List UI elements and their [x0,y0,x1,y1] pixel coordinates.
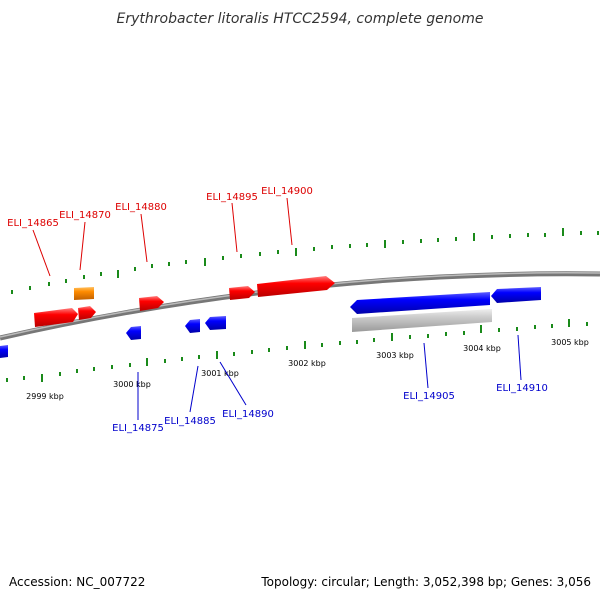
label-eli-14910[interactable]: ELI_14910 [496,383,548,394]
label-eli-14865[interactable]: ELI_14865 [7,218,59,229]
label-eli-14885[interactable]: ELI_14885 [164,416,216,427]
gene-eli-14890[interactable] [205,316,226,330]
label-eli-14875[interactable]: ELI_14875 [112,423,164,434]
gene-eli-14880[interactable] [139,296,164,311]
scale-label-2999: 2999 kbp [26,392,64,401]
upper-tick-row [11,228,599,294]
label-eli-14905[interactable]: ELI_14905 [403,391,455,402]
gene-eli-14865[interactable] [34,308,78,327]
forward-genes [34,276,335,327]
gene-eli-14895[interactable] [229,286,255,300]
gene-eli-14885[interactable] [185,319,200,333]
scale-label-3003: 3003 kbp [376,351,414,360]
label-eli-14870[interactable]: ELI_14870 [59,210,111,221]
accession-text: Accession: NC_007722 [9,575,145,589]
label-eli-14895[interactable]: ELI_14895 [206,192,258,203]
scale-label-3002: 3002 kbp [288,359,326,368]
reverse-leader-lines [137,334,522,420]
label-eli-14900[interactable]: ELI_14900 [261,186,313,197]
scale-label-3005: 3005 kbp [551,338,589,347]
lower-tick-row [6,319,588,382]
scale-label-3000: 3000 kbp [113,380,151,389]
label-eli-14880[interactable]: ELI_14880 [115,202,167,213]
gene-eli-14910[interactable] [491,287,541,303]
forward-leader-lines [32,197,293,277]
gene-eli-14905[interactable] [350,292,490,314]
pseudogene-track[interactable] [352,309,492,332]
reverse-genes [0,287,541,358]
gene-eli-14870[interactable] [74,287,94,300]
gene-eli-14875-fwd[interactable] [78,306,96,320]
gene-eli-14875[interactable] [126,326,141,340]
genome-summary-text: Topology: circular; Length: 3,052,398 bp… [260,575,591,589]
scale-label-3001: 3001 kbp [201,369,239,378]
scale-label-3004: 3004 kbp [463,344,501,353]
label-eli-14890[interactable]: ELI_14890 [222,409,274,420]
map-title: Erythrobacter litoralis HTCC2594, comple… [117,11,484,27]
gene-reverse-left-edge[interactable] [0,345,8,358]
gene-eli-14900[interactable] [257,276,335,297]
